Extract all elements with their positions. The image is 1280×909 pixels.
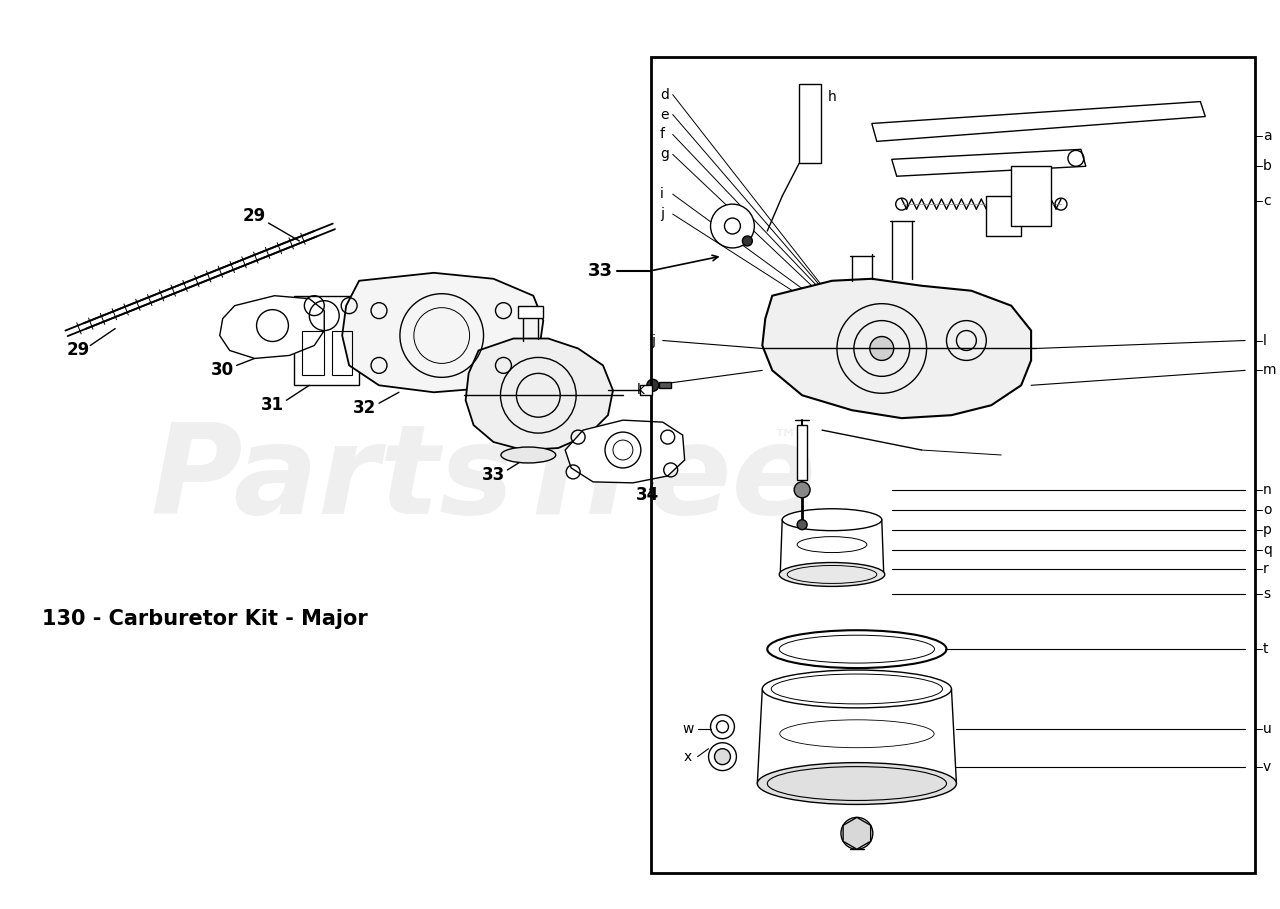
Text: 34: 34: [636, 485, 659, 504]
Text: x: x: [684, 750, 691, 764]
Circle shape: [709, 743, 736, 771]
Text: j: j: [659, 207, 664, 221]
Text: r: r: [1263, 563, 1268, 576]
Text: e: e: [659, 107, 668, 122]
Text: 130 - Carburetor Kit - Major: 130 - Carburetor Kit - Major: [42, 609, 367, 629]
Text: n: n: [1263, 483, 1272, 497]
Bar: [797, 425, 808, 480]
Text: o: o: [1263, 503, 1271, 516]
Text: h: h: [828, 90, 837, 104]
Text: ™: ™: [772, 428, 797, 452]
Text: w: w: [682, 722, 694, 735]
Polygon shape: [466, 338, 613, 450]
Text: g: g: [659, 147, 668, 161]
Circle shape: [710, 205, 754, 248]
Text: i: i: [659, 187, 663, 201]
Text: m: m: [1263, 364, 1276, 377]
Text: a: a: [1263, 129, 1272, 144]
Polygon shape: [220, 295, 324, 358]
Bar: [518, 305, 543, 317]
Text: 33: 33: [481, 466, 506, 484]
Text: b: b: [1263, 159, 1272, 174]
Circle shape: [870, 336, 893, 361]
Bar: [302, 331, 324, 375]
Ellipse shape: [780, 563, 884, 586]
Text: l: l: [1263, 334, 1267, 347]
Polygon shape: [872, 102, 1206, 142]
Text: c: c: [1263, 195, 1271, 208]
Text: j: j: [650, 334, 655, 347]
Text: q: q: [1263, 543, 1272, 556]
Text: p: p: [1263, 523, 1272, 536]
Circle shape: [841, 817, 873, 849]
Text: v: v: [1263, 760, 1271, 774]
Circle shape: [742, 236, 753, 246]
Text: 29: 29: [243, 207, 266, 225]
Ellipse shape: [758, 763, 956, 804]
Text: 32: 32: [352, 399, 376, 417]
Text: 33: 33: [588, 262, 613, 280]
Polygon shape: [763, 279, 1032, 418]
Text: 30: 30: [211, 362, 234, 379]
Text: 31: 31: [261, 396, 284, 415]
Bar: [1011, 166, 1051, 226]
Text: u: u: [1263, 722, 1272, 735]
Bar: [333, 331, 352, 375]
Polygon shape: [844, 817, 870, 849]
Text: PartsTree: PartsTree: [150, 419, 817, 540]
Bar: [640, 385, 652, 395]
Circle shape: [714, 749, 731, 764]
Text: f: f: [659, 127, 664, 142]
Polygon shape: [892, 149, 1085, 176]
Circle shape: [646, 379, 659, 391]
Bar: [650, 56, 1256, 874]
Circle shape: [797, 520, 808, 530]
Text: k: k: [636, 384, 645, 397]
Bar: [294, 295, 360, 385]
Circle shape: [794, 482, 810, 498]
Text: s: s: [1263, 587, 1270, 602]
Text: t: t: [1263, 642, 1268, 656]
Text: 29: 29: [67, 342, 90, 359]
Polygon shape: [566, 420, 685, 483]
Bar: [799, 84, 820, 164]
Ellipse shape: [500, 447, 556, 463]
Polygon shape: [342, 273, 543, 393]
Bar: [659, 383, 671, 388]
Bar: [987, 196, 1021, 236]
Text: d: d: [659, 87, 668, 102]
